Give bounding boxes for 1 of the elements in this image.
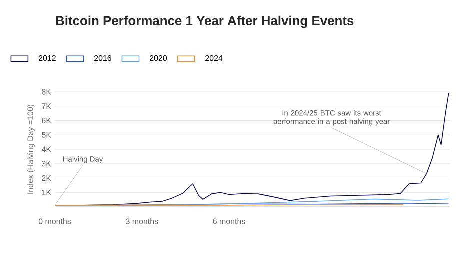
chart-title: Bitcoin Performance 1 Year After Halving Events: [56, 16, 354, 28]
